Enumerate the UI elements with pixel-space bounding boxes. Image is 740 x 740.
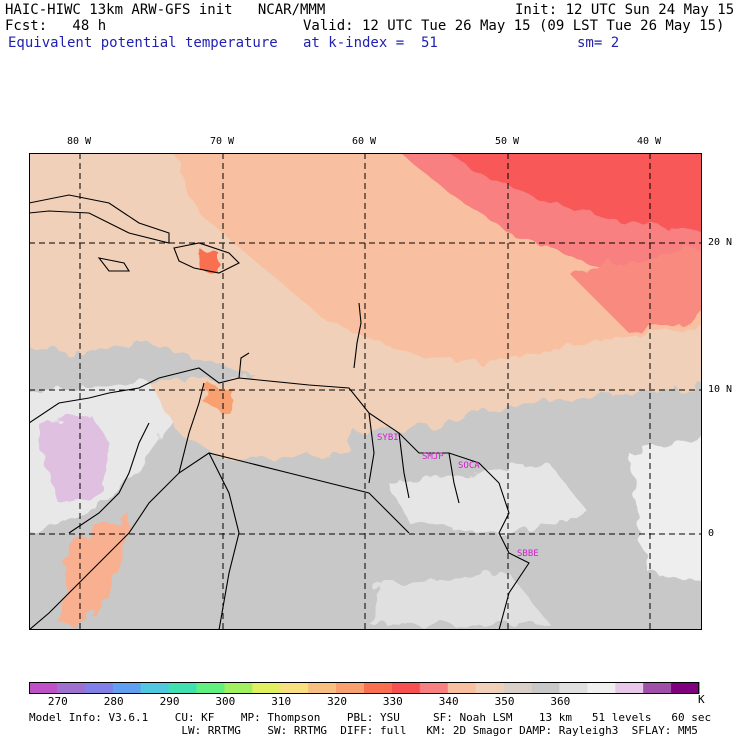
station-sbbe: SBBE [517,549,539,559]
lat-label-10n: 10 N [708,384,733,395]
colorbar-swatch [503,682,532,694]
lon-label-70w: 70 W [210,136,235,147]
colorbar-tick-label: 330 [382,695,403,708]
lon-label-50w: 50 W [495,136,520,147]
colorbar-swatch [336,682,365,694]
colorbar-swatch [224,682,253,694]
station-sybi: SYBI [377,433,399,443]
model-info-line2: LW: RRTMG SW: RRTMG DIFF: full KM: 2D Sm… [29,724,698,737]
colorbar-swatch [643,682,672,694]
colorbar-tick-label: 320 [327,695,347,708]
colorbar-swatch [308,682,337,694]
colorbar-swatch [168,682,197,694]
colorbar-swatch [615,682,644,694]
lat-label-20n: 20 N [708,237,733,248]
colorbar-tick-label: 360 [550,695,571,708]
colorbar-tick-label: 300 [215,695,236,708]
colorbar-swatch [364,682,393,694]
coastlines [29,194,530,630]
smoothing: sm= 2 [577,35,620,51]
lon-label-40w: 40 W [637,136,662,147]
station-smjp: SMJP [422,452,444,462]
map-panel: SYBI SMJP SOCA SBBE [29,153,702,630]
lat-lon-grid [29,153,702,630]
colorbar-swatch [56,682,86,694]
colorbar-swatch [419,682,449,694]
colorbar-tick-label: 270 [47,695,68,708]
colorbar-swatch [559,682,588,694]
field-name: Equivalent potential temperature [8,35,278,51]
colorbar-swatch [391,682,421,694]
colorbar-swatch [475,682,505,694]
valid-time: Valid: 12 UTC Tue 26 May 15 (09 LST Tue … [303,18,725,34]
level-index: at k-index = 51 [303,35,438,51]
colorbar-tick-label: 340 [438,695,459,708]
lon-label-60w: 60 W [352,136,377,147]
colorbar-swatch [84,682,114,694]
model-info-line1: Model Info: V3.6.1 CU: KF MP: Thompson P… [29,711,712,724]
forecast-hour: Fcst: 48 h [5,18,107,34]
colorbar-swatch [112,682,142,694]
colorbar-swatch [447,682,477,694]
colorbar-tick-label: 280 [103,695,124,708]
colorbar-swatch [587,682,616,694]
colorbar-swatch [252,682,281,694]
station-soca: SOCA [458,461,480,471]
lon-label-80w: 80 W [67,136,92,147]
colorbar-swatch [671,682,700,694]
colorbar [29,682,700,694]
model-title: HAIC-HIWC 13km ARW-GFS init NCAR/MMM [5,2,326,18]
colorbar-unit: K [698,693,705,706]
colorbar-tick-label: 310 [271,695,292,708]
init-time: Init: 12 UTC Sun 24 May 15 [515,2,735,18]
colorbar-swatch [196,682,225,694]
lat-label-0: 0 [708,528,715,539]
colorbar-swatch [29,682,58,694]
temperature-field [29,153,702,630]
colorbar-tick-label: 290 [159,695,180,708]
colorbar-swatch [280,682,309,694]
colorbar-tick-label: 350 [494,695,515,708]
colorbar-swatch [531,682,560,694]
colorbar-swatch [140,682,170,694]
